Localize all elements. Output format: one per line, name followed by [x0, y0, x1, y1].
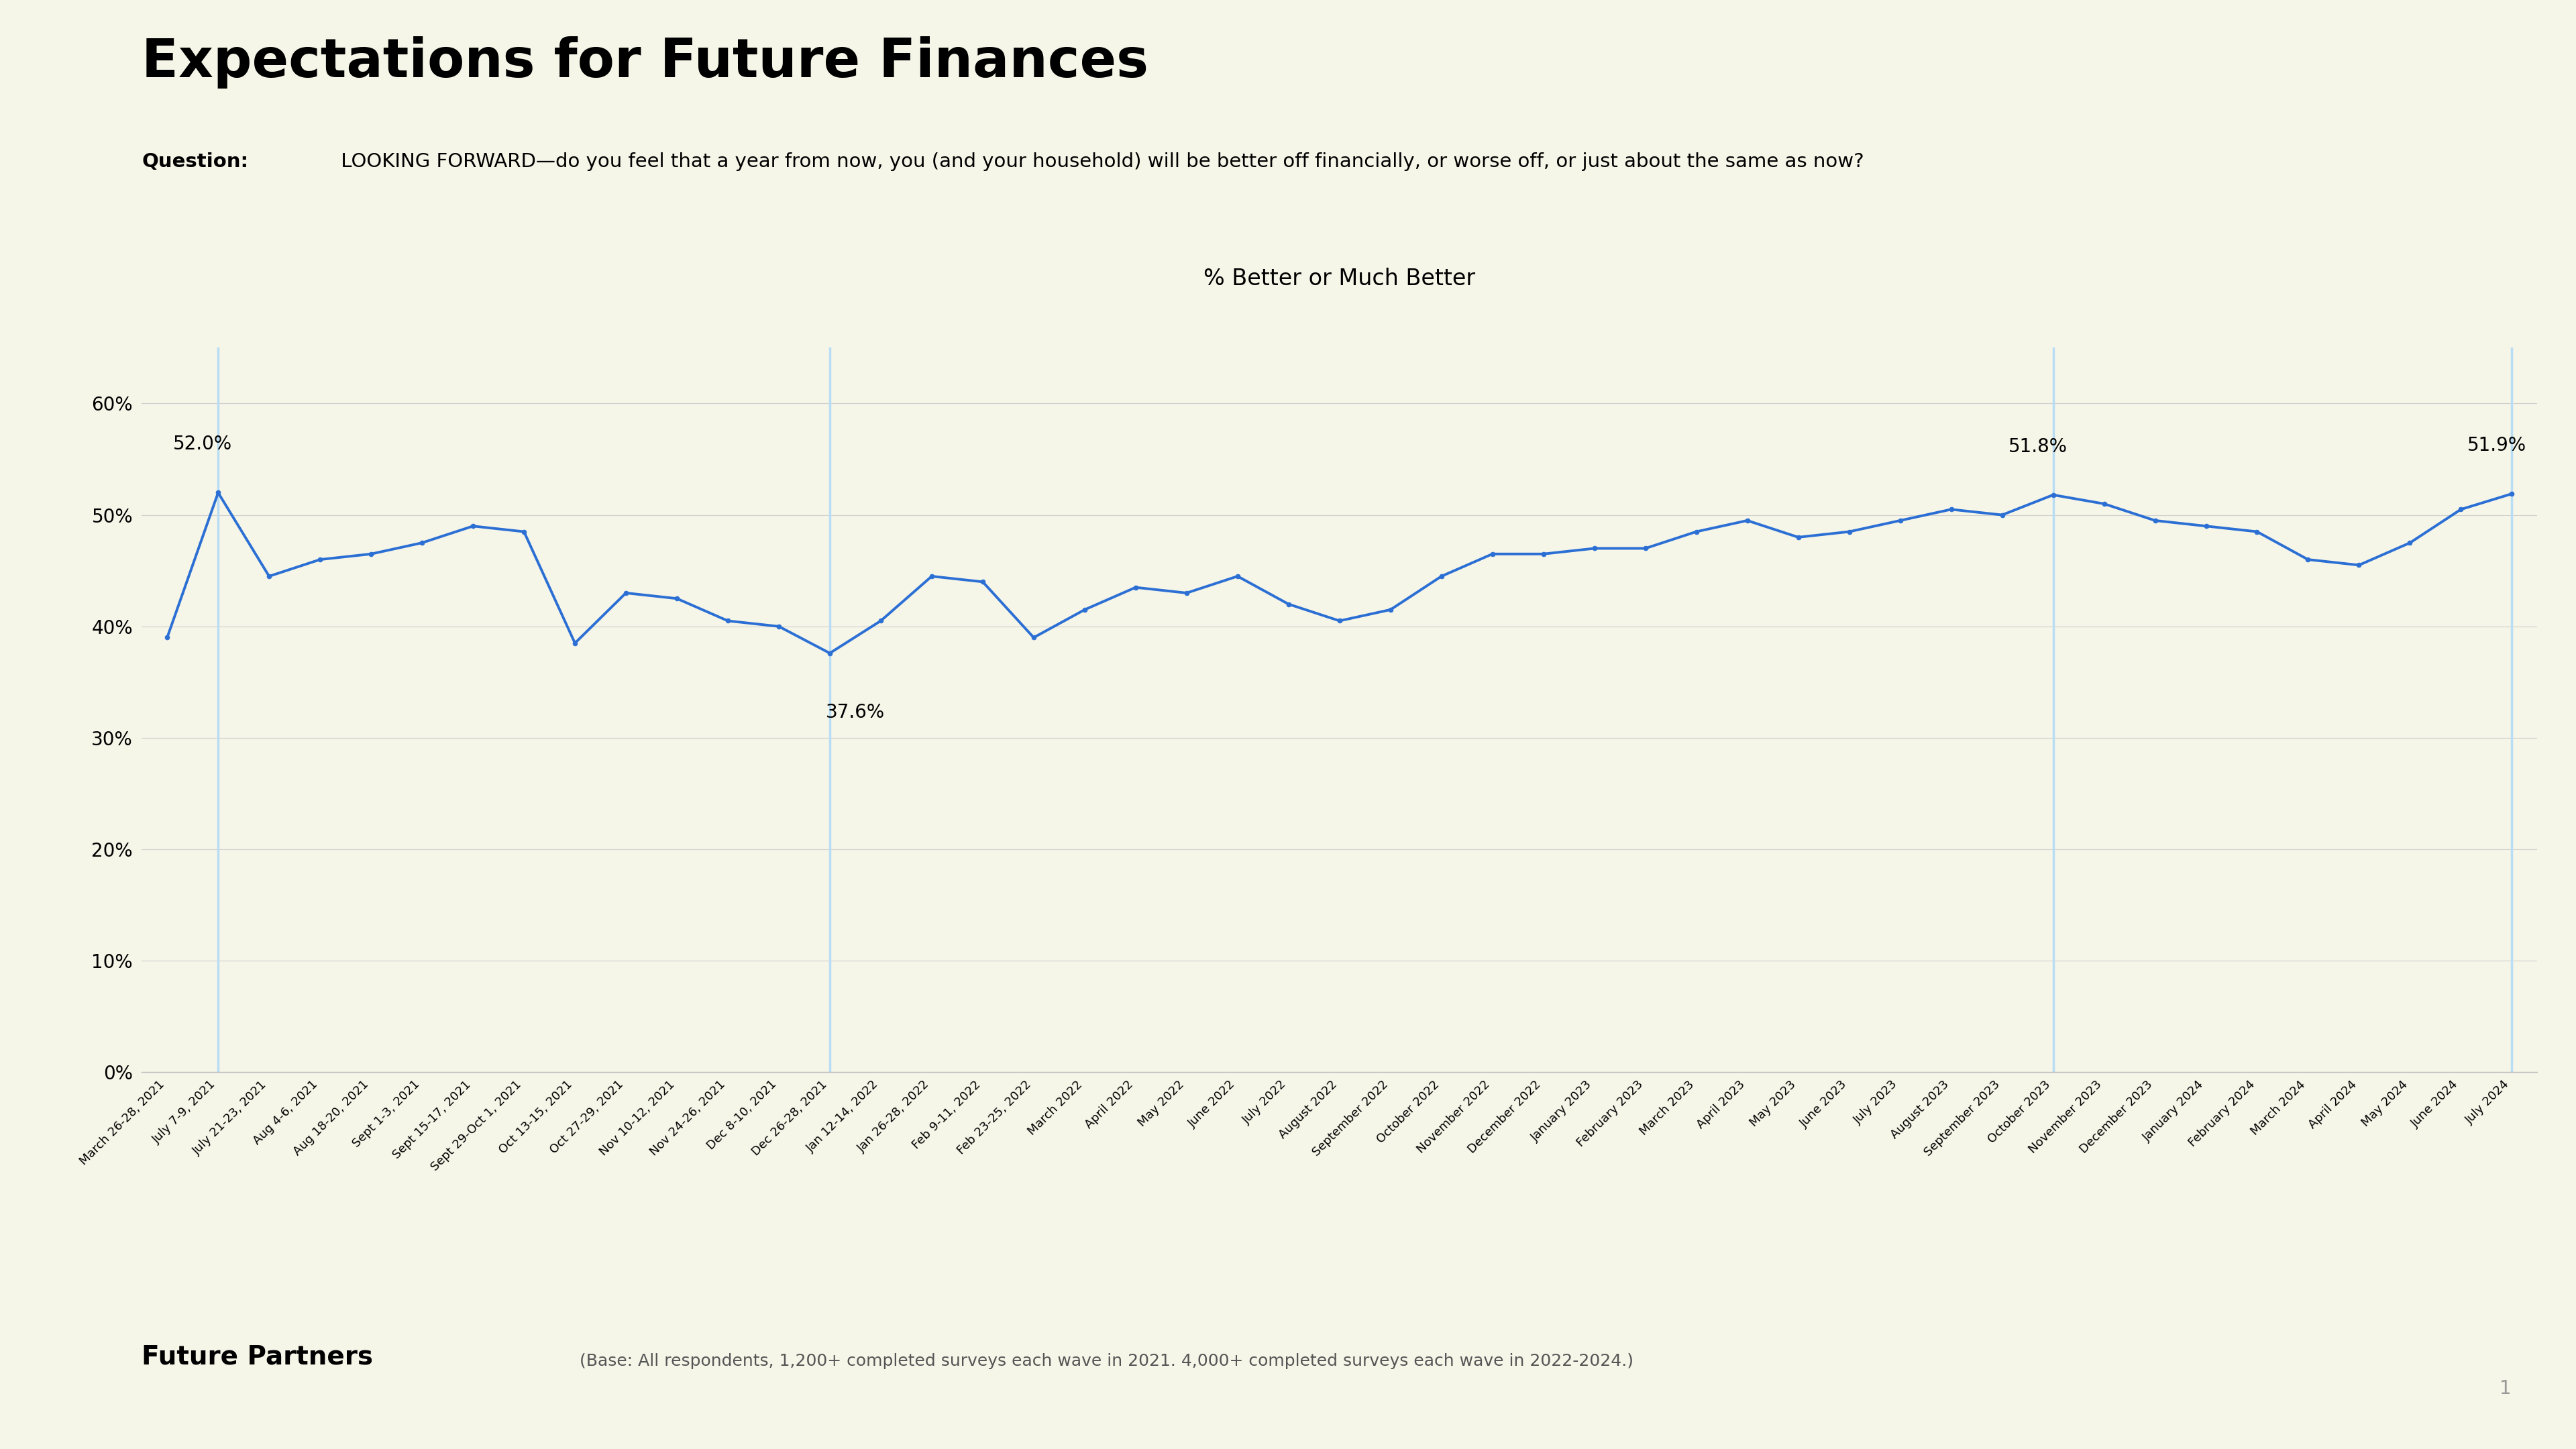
- Text: 51.8%: 51.8%: [2009, 438, 2069, 456]
- Text: 51.9%: 51.9%: [2468, 436, 2527, 455]
- Text: Expectations for Future Finances: Expectations for Future Finances: [142, 36, 1149, 88]
- Text: 1: 1: [2499, 1379, 2512, 1398]
- Text: 52.0%: 52.0%: [173, 435, 232, 454]
- Text: (Base: All respondents, 1,200+ completed surveys each wave in 2021. 4,000+ compl: (Base: All respondents, 1,200+ completed…: [580, 1353, 1633, 1369]
- Text: Question:: Question:: [142, 152, 247, 171]
- Text: Future Partners: Future Partners: [142, 1343, 374, 1369]
- Text: 37.6%: 37.6%: [827, 703, 884, 722]
- Text: LOOKING FORWARD—do you feel that a year from now, you (and your household) will : LOOKING FORWARD—do you feel that a year …: [335, 152, 1865, 171]
- Text: % Better or Much Better: % Better or Much Better: [1203, 268, 1476, 290]
